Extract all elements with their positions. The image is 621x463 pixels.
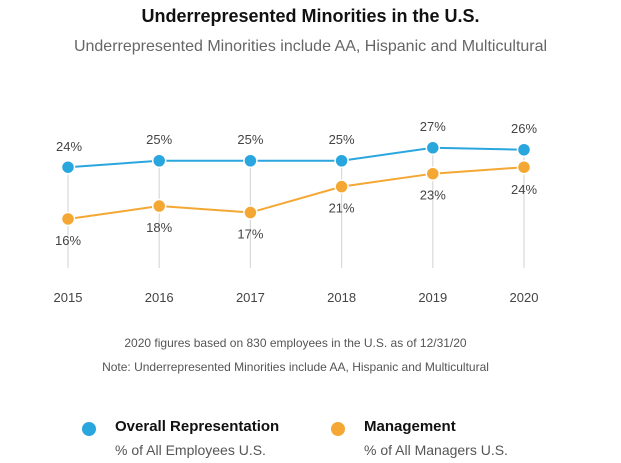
legend-label-overall: Overall Representation bbox=[115, 418, 280, 435]
chart-title: Underrepresented Minorities in the U.S. bbox=[141, 6, 480, 26]
x-tick-label-2015: 2015 bbox=[54, 290, 83, 305]
data-label-overall-2020: 26% bbox=[511, 121, 537, 136]
x-tick-label-2020: 2020 bbox=[510, 290, 539, 305]
legend-marker-overall bbox=[82, 422, 96, 436]
x-tick-label-2017: 2017 bbox=[236, 290, 265, 305]
data-label-management-2018: 21% bbox=[329, 201, 355, 216]
point-overall-2020 bbox=[516, 142, 532, 158]
point-management-2020 bbox=[516, 159, 532, 175]
data-label-management-2017: 17% bbox=[237, 227, 263, 242]
x-tick-label-2019: 2019 bbox=[418, 290, 447, 305]
point-overall-2016 bbox=[151, 153, 167, 168]
point-management-2019 bbox=[425, 166, 441, 181]
point-overall-2018 bbox=[334, 153, 349, 168]
legend-marker-management bbox=[331, 422, 345, 436]
series-line-management bbox=[67, 166, 525, 220]
x-tick-label-2016: 2016 bbox=[145, 290, 174, 305]
point-management-2016 bbox=[151, 198, 167, 214]
chart-subtitle: Underrepresented Minorities include AA, … bbox=[73, 38, 548, 55]
data-label-management-2019: 23% bbox=[420, 188, 446, 203]
point-management-2017 bbox=[243, 205, 258, 220]
data-label-overall-2016: 25% bbox=[146, 132, 172, 147]
data-label-overall-2017: 25% bbox=[237, 132, 263, 147]
footnote-definition: Note: Underrepresented Minorities includ… bbox=[102, 360, 489, 374]
legend-label-management: Management bbox=[364, 418, 456, 435]
data-label-management-2015: 16% bbox=[55, 233, 81, 248]
point-overall-2017 bbox=[243, 153, 258, 168]
point-management-2015 bbox=[60, 211, 76, 227]
legend-sublabel-overall: % of All Employees U.S. bbox=[115, 442, 266, 458]
legend-sublabel-management: % of All Managers U.S. bbox=[364, 442, 508, 458]
series-line-overall bbox=[67, 146, 525, 169]
data-label-management-2020: 24% bbox=[511, 182, 537, 197]
data-label-overall-2018: 25% bbox=[329, 132, 355, 147]
data-label-overall-2015: 24% bbox=[56, 139, 82, 154]
point-overall-2019 bbox=[425, 140, 441, 156]
data-label-overall-2019: 27% bbox=[420, 119, 446, 134]
point-overall-2015 bbox=[60, 159, 76, 175]
footnote-employees: 2020 figures based on 830 employees in t… bbox=[124, 336, 467, 350]
data-label-management-2016: 18% bbox=[146, 220, 172, 235]
point-management-2018 bbox=[334, 179, 349, 194]
line-chart: 2015 2016 2017 2018 2019 2020 24% 25% 25% 25% 27% 2… bbox=[54, 119, 539, 305]
x-tick-label-2018: 2018 bbox=[327, 290, 356, 305]
